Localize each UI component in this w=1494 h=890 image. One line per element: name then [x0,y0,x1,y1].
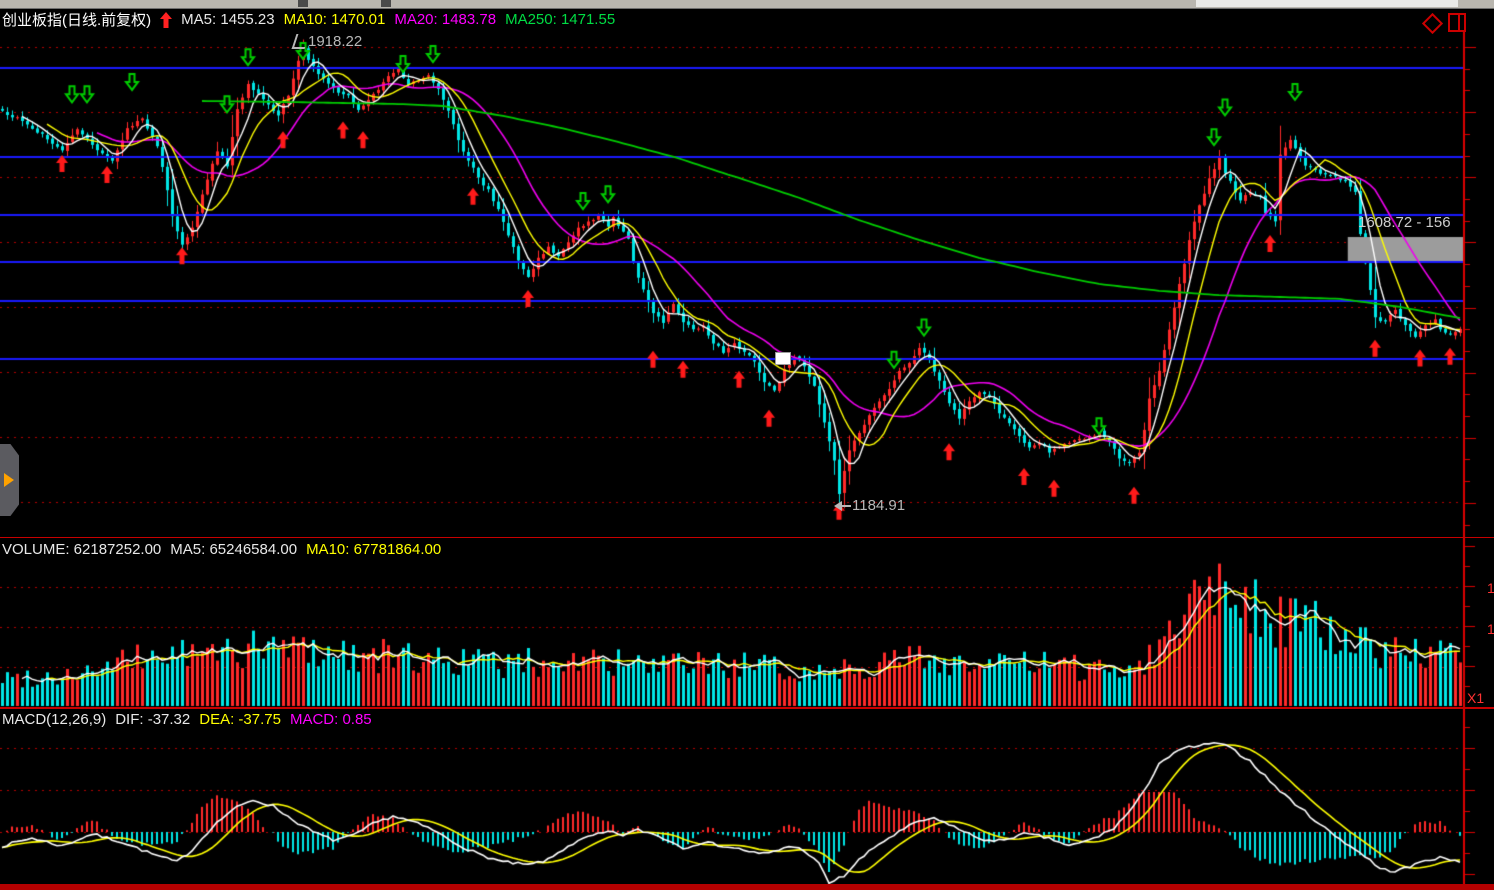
ma10-value: MA10: 1470.01 [283,11,386,28]
volume-ma10-value: MA10: 67781864.00 [306,541,442,558]
ma20-value: MA20: 1483.78 [394,11,497,28]
volume-chart-canvas[interactable] [0,538,1494,707]
panel-divider [0,537,1494,538]
window-edge-decoration [381,0,391,7]
macd-header: MACD(12,26,9) DIF: -37.32 DEA: -37.75 MA… [2,711,372,728]
low-price-text: 1184.91 [852,497,906,514]
symbol-title: 创业板指(日线.前复权) [2,12,152,29]
ma5-value: MA5: 1455.23 [181,11,275,28]
panel-divider [0,707,1494,709]
leader-line [291,34,310,49]
split-divider [1457,15,1460,30]
volume-axis-label-fragment: 1 [1487,580,1494,596]
arrow-left-icon [834,500,842,511]
up-arrow-icon [160,11,173,28]
volume-axis-label-fragment: 1 [1487,621,1494,637]
macd-value: MACD: 0.85 [289,711,372,728]
window-edge-decoration [298,0,308,7]
split-window-icon[interactable] [1448,13,1466,32]
volume-scale-multiplier: X1 [1467,690,1485,706]
sidebar-expander[interactable] [0,444,19,516]
ma250-value: MA250: 1471.55 [505,11,616,28]
low-price-label: 1184.91 [834,497,905,514]
leader-line [842,504,851,507]
macd-params: MACD(12,26,9) [2,711,107,728]
volume-value: VOLUME: 62187252.00 [2,541,162,558]
expand-arrow-icon [4,473,14,487]
trendline-handle[interactable] [775,352,791,365]
volume-header: VOLUME: 62187252.00 MA5: 65246584.00 MA1… [2,541,441,558]
high-price-text: 1918.22 [308,33,363,50]
bottom-border [0,884,1494,890]
volume-ma5-value: MA5: 65246584.00 [170,541,298,558]
kline-chart-canvas[interactable] [0,8,1494,537]
macd-chart-canvas[interactable] [0,709,1494,884]
range-box-label: 1608.72 - 156 [1358,214,1451,231]
high-price-label: 1918.22 [291,33,363,50]
dif-value: DIF: -37.32 [115,711,191,728]
kline-header: 创业板指(日线.前复权) MA5: 1455.23 MA10: 1470.01 … [2,9,615,30]
window-edge-highlight [1196,0,1458,7]
dea-value: DEA: -37.75 [199,711,281,728]
